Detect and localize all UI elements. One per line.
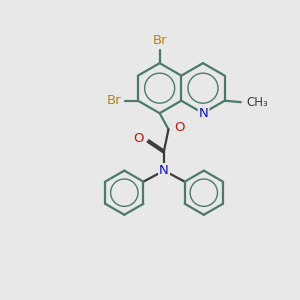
Text: CH₃: CH₃ bbox=[246, 96, 268, 109]
Text: N: N bbox=[199, 107, 208, 120]
Text: O: O bbox=[133, 132, 143, 145]
Text: O: O bbox=[174, 122, 184, 134]
Text: Br: Br bbox=[107, 94, 122, 107]
Text: N: N bbox=[159, 164, 169, 177]
Text: Br: Br bbox=[152, 34, 167, 47]
